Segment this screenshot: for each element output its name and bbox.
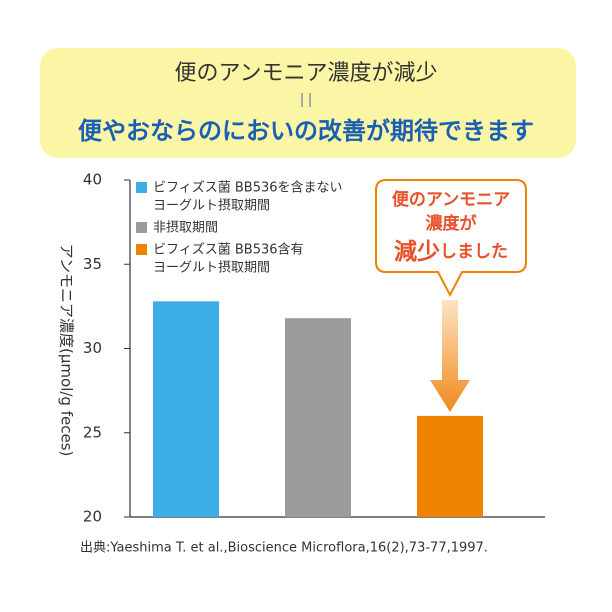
callout-text: 便のアンモニア (392, 189, 510, 210)
y-tick-label: 25 (83, 423, 102, 441)
bar (285, 318, 351, 517)
legend-swatch (136, 182, 147, 193)
callout-text: 減少しました (394, 239, 508, 265)
y-tick-label: 30 (83, 339, 102, 357)
equals-sign (301, 93, 311, 107)
legend-swatch (136, 222, 147, 233)
callout-text: しました (440, 242, 508, 262)
banner-title: 便のアンモニア濃度が減少 (174, 61, 437, 86)
source-note: 出典:Yaeshima T. et al.,Bioscience Microfl… (80, 541, 488, 556)
callout-emphasis: 減少 (394, 239, 440, 265)
legend-label: 非摂取期間 (153, 220, 218, 236)
legend-label: ビフィズス菌 BB536を含まない (153, 180, 343, 196)
callout-box (375, 179, 527, 298)
bar (417, 415, 483, 517)
legend-label: ビフィズス菌 BB536含有 (153, 242, 304, 258)
legend-label: ヨーグルト摂取期間 (153, 260, 270, 276)
legend-swatch (136, 244, 147, 255)
y-tick-label: 40 (83, 171, 102, 189)
callout-text: 濃度が (426, 213, 477, 234)
banner (40, 48, 576, 158)
y-axis-label: アンモニア濃度(μmol/g feces) (58, 244, 76, 457)
y-tick-label: 35 (83, 255, 102, 273)
down-arrow (430, 300, 470, 412)
bar (153, 301, 219, 517)
y-tick-label: 20 (83, 508, 102, 526)
legend-label: ヨーグルト摂取期間 (153, 198, 270, 214)
banner-subtitle: 便やおならのにおいの改善が期待できます (78, 117, 534, 145)
